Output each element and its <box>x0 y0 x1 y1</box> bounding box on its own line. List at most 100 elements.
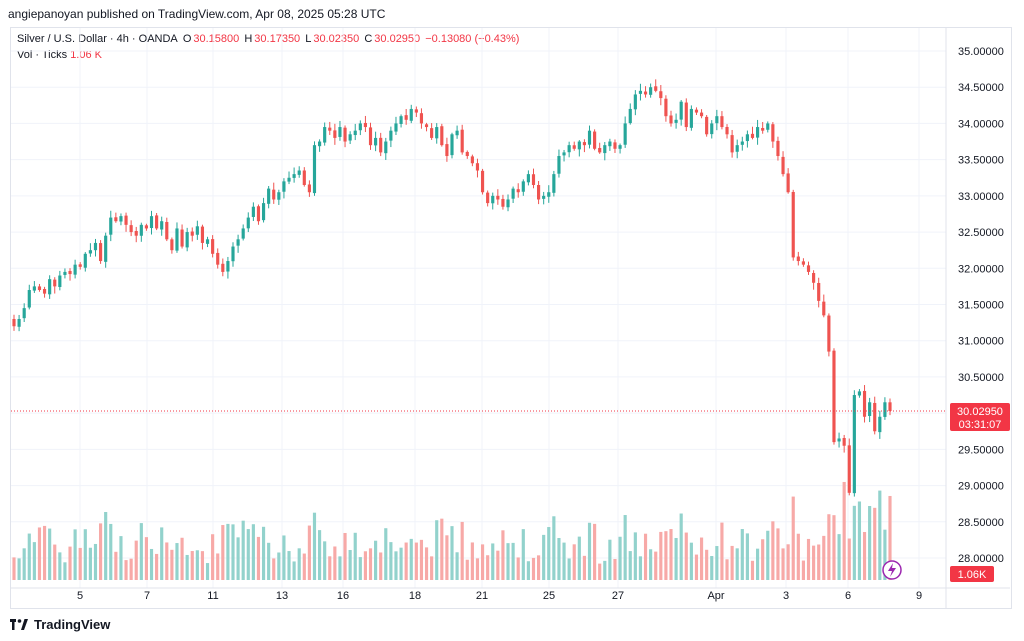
volume-bar <box>480 544 485 580</box>
candle-body <box>343 127 347 142</box>
candle-body <box>216 252 220 265</box>
candle-body <box>374 137 378 146</box>
candle-body <box>68 270 72 275</box>
volume-bar <box>740 529 744 580</box>
volume-bar <box>129 558 133 580</box>
candle-body <box>582 142 586 146</box>
volume-bar <box>710 556 714 580</box>
x-tick-label: 16 <box>337 590 349 602</box>
candle-body <box>521 181 525 192</box>
volume-bar <box>389 542 393 580</box>
high-label: H <box>244 33 253 45</box>
volume-bar <box>689 542 693 580</box>
candle-body <box>572 145 576 149</box>
candle-body <box>58 275 62 287</box>
volume-bar <box>302 553 306 580</box>
symbol-title: Silver / U.S. Dollar · 4h · OANDA <box>17 33 178 45</box>
volume-bar <box>119 536 123 580</box>
volume-bar <box>725 559 729 580</box>
candle-body <box>832 350 836 443</box>
candle-body <box>63 271 67 275</box>
volume-bar <box>888 495 892 580</box>
volume-bar <box>679 513 683 580</box>
volume-bar <box>338 556 342 580</box>
volume-bar <box>684 532 688 580</box>
candle-body <box>256 206 261 222</box>
volume-bar <box>435 520 439 580</box>
volume-bar <box>368 548 373 580</box>
volume-bar <box>424 547 429 580</box>
candle-body <box>251 206 255 217</box>
candle-body <box>730 135 734 153</box>
candle-body <box>180 229 184 247</box>
volume-bar <box>776 528 780 580</box>
volume-bar <box>287 551 291 580</box>
y-tick-label: 35.00000 <box>958 46 1004 58</box>
y-tick-label: 29.00000 <box>958 481 1004 493</box>
volume-bar <box>771 521 775 580</box>
candle-body <box>496 195 500 200</box>
volume-bar <box>557 538 561 580</box>
volume-bar <box>379 552 383 580</box>
candle-body <box>73 264 77 275</box>
footer-logo-text: TradingView <box>34 617 111 632</box>
candle-body <box>506 199 510 208</box>
volume-bar <box>664 531 668 580</box>
volume-bar <box>445 535 449 580</box>
y-tick-label: 34.50000 <box>958 82 1004 94</box>
candle-body <box>598 147 602 153</box>
x-tick-label: 9 <box>916 590 922 602</box>
candle-body <box>674 119 678 123</box>
volume-bar <box>791 496 795 580</box>
candle-body <box>455 130 459 136</box>
volume-bar <box>450 526 454 580</box>
volume-bar <box>78 547 82 580</box>
candle-body <box>888 402 892 411</box>
volume-bar <box>251 524 255 580</box>
candle-body <box>399 116 403 124</box>
x-tick-label: 5 <box>77 590 83 602</box>
candle-body <box>562 152 566 156</box>
candle-body <box>470 156 474 164</box>
candle-body <box>608 141 612 147</box>
volume-bar <box>261 526 266 580</box>
candle-body <box>241 228 245 239</box>
volume-bar <box>496 550 500 580</box>
volume-bar <box>323 541 327 580</box>
volume-bar <box>506 543 510 580</box>
candle-body <box>628 108 632 124</box>
candle-body <box>557 156 561 174</box>
volume-bar <box>868 506 872 580</box>
volume-bar <box>216 553 220 580</box>
candle-body <box>185 232 189 248</box>
change-value: −0.13080 (−0.43%) <box>425 33 520 45</box>
chart-frame[interactable] <box>10 27 1012 609</box>
volume-bar <box>348 549 352 580</box>
candle-body <box>134 231 138 236</box>
candle-body <box>649 87 653 95</box>
candle-body <box>684 102 688 128</box>
volume-bar <box>114 551 118 580</box>
candle-body <box>740 141 744 145</box>
candle-body <box>404 115 408 120</box>
volume-bar <box>852 505 856 580</box>
volume-bar <box>180 537 184 580</box>
volume-bar <box>705 549 709 580</box>
candle-body <box>353 130 357 136</box>
y-tick-label: 34.00000 <box>958 118 1004 130</box>
x-tick-label: 25 <box>543 590 555 602</box>
candle-body <box>231 246 235 262</box>
candle-body <box>852 395 856 494</box>
volume-bar <box>547 527 551 580</box>
volume-bar <box>104 512 108 580</box>
candle-body <box>480 170 485 193</box>
volume-bar <box>817 544 821 580</box>
volume-bar <box>343 532 347 580</box>
candle-body <box>379 137 383 153</box>
volume-bar <box>200 551 205 580</box>
candle-body <box>643 91 648 95</box>
volume-bar <box>501 530 505 580</box>
candle-body <box>791 191 795 258</box>
candle-body <box>88 250 92 254</box>
